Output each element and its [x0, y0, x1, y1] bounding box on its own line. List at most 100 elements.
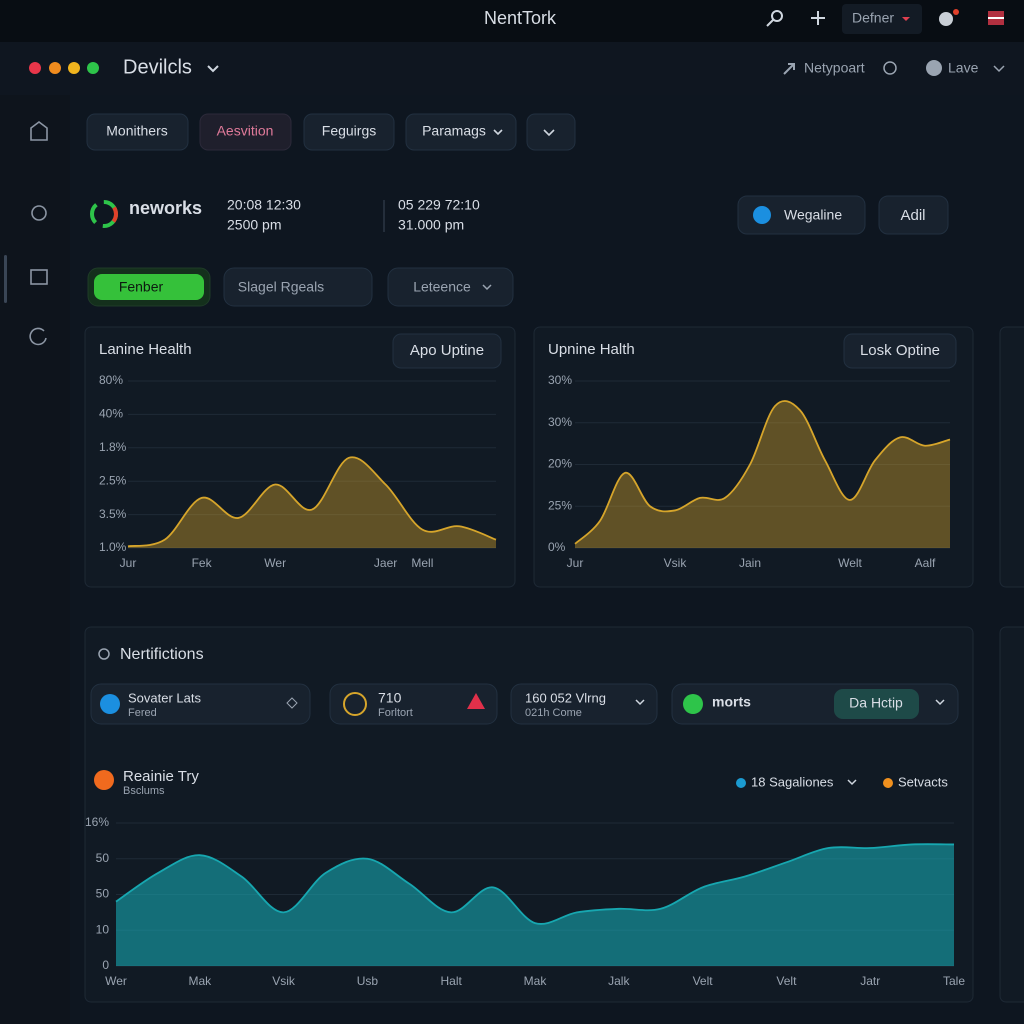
card-sub: Fered	[128, 707, 157, 719]
x-tick-label: Vsik	[664, 556, 688, 570]
chart-button[interactable]	[392, 333, 502, 369]
x-tick-label: Usb	[357, 974, 379, 988]
tab-caret	[493, 129, 503, 136]
notifications-title: Nertifictions	[120, 646, 204, 663]
status-name: neworks	[129, 198, 202, 218]
notifications-icon	[98, 648, 110, 660]
trend-title: Reainie Try	[123, 768, 199, 785]
tab-active[interactable]	[199, 113, 292, 151]
x-tick-label: Mak	[188, 974, 212, 988]
area	[116, 844, 954, 966]
x-tick-label: Wer	[264, 556, 286, 570]
mode[interactable]: Lave	[948, 60, 979, 76]
button[interactable]	[737, 195, 866, 235]
chart-title: Lanine Health	[99, 341, 192, 358]
tab-label: Aesvition	[217, 123, 274, 139]
filter-label: Fenber	[119, 279, 164, 295]
x-tick-label: Velt	[776, 974, 797, 988]
x-tick-label: Aalf	[915, 556, 936, 570]
x-tick-label: Fek	[192, 556, 213, 570]
area	[128, 457, 496, 548]
filter[interactable]	[223, 267, 373, 307]
chart-button-label: Apo Uptine	[410, 342, 484, 359]
y-tick-label: 1.0%	[99, 540, 127, 554]
legend-swatch	[883, 778, 893, 788]
notification-card[interactable]	[329, 683, 498, 725]
y-tick-label: 30%	[548, 373, 572, 387]
status-time: 2500 pm	[227, 217, 281, 233]
tab[interactable]	[405, 113, 517, 151]
line	[574, 400, 951, 545]
card-sub: 021h Come	[525, 707, 582, 719]
chart-button-label: Losk Optine	[860, 342, 940, 359]
notification-icon[interactable]	[939, 12, 953, 26]
card-caret	[935, 699, 945, 706]
trend-subtitle: Bsclums	[123, 785, 165, 797]
button-icon	[753, 206, 771, 224]
window-dot	[49, 62, 61, 74]
tab[interactable]	[86, 113, 189, 151]
tab[interactable]	[303, 113, 395, 151]
status-time: 31.000 pm	[398, 217, 464, 233]
x-tick-label: Jur	[567, 556, 584, 570]
legend-caret	[847, 779, 857, 786]
user-menu[interactable]	[842, 4, 922, 34]
button[interactable]	[878, 195, 949, 235]
filter-label: Slagel Rgeals	[238, 279, 324, 295]
card-title: 710	[378, 690, 402, 706]
card-title: 160 052 Vlrng	[525, 690, 606, 705]
y-tick-label: 80%	[99, 373, 123, 387]
sidebar	[0, 95, 70, 1024]
window-dot	[87, 62, 99, 74]
chart-button[interactable]	[843, 333, 957, 369]
x-tick-label: Jain	[739, 556, 761, 570]
nav-settings[interactable]	[31, 205, 47, 221]
line	[115, 843, 955, 925]
app-name[interactable]: Devilcls	[123, 56, 192, 78]
filter[interactable]	[387, 267, 514, 307]
warning-icon	[467, 693, 485, 709]
trend-icon	[94, 770, 114, 790]
card-sub: Forltort	[378, 707, 413, 719]
y-tick-label: 10	[96, 922, 110, 936]
card-button[interactable]	[834, 689, 919, 719]
y-tick-label: 50	[96, 887, 110, 901]
window-dot	[29, 62, 41, 74]
nav-refresh[interactable]	[29, 327, 47, 346]
card-title: morts	[712, 694, 751, 710]
search-icon[interactable]	[771, 10, 783, 22]
card-button-label: Da Hctip	[849, 695, 903, 711]
y-tick-label: 50	[96, 851, 110, 865]
card-action[interactable]	[286, 697, 298, 709]
card-title: Sovater Lats	[128, 690, 201, 705]
y-tick-label: 30%	[548, 415, 572, 429]
line	[127, 456, 497, 548]
user-name: Defner	[852, 10, 894, 26]
sidebar-indicator	[4, 255, 7, 303]
filter-active-fill	[94, 274, 204, 300]
x-tick-label: Jaer	[374, 556, 397, 570]
workspace-icon	[783, 63, 795, 75]
filter-label: Leteence	[413, 279, 471, 295]
y-tick-label: 20%	[548, 457, 572, 471]
nav-lock[interactable]	[30, 269, 48, 285]
x-tick-label: Jur	[120, 556, 137, 570]
workspace[interactable]: Netypoart	[804, 60, 865, 76]
card-icon	[343, 692, 367, 716]
x-tick-label: Velt	[693, 974, 714, 988]
window-dot	[68, 62, 80, 74]
clock-icon	[883, 61, 897, 75]
chart-panel	[84, 326, 516, 588]
card-icon	[100, 694, 120, 714]
y-tick-label: 3.5%	[99, 507, 127, 521]
x-tick-label: Welt	[838, 556, 862, 570]
legend-label: Setvacts	[898, 774, 948, 789]
notification-card[interactable]	[90, 683, 311, 725]
panel-offscreen	[999, 626, 1024, 1003]
notification-dot	[953, 9, 959, 15]
x-tick-label: Jalk	[608, 974, 630, 988]
y-tick-label: 16%	[85, 815, 109, 829]
nav-home[interactable]	[30, 121, 48, 141]
user-caret	[902, 17, 910, 21]
notification-card[interactable]	[510, 683, 658, 725]
